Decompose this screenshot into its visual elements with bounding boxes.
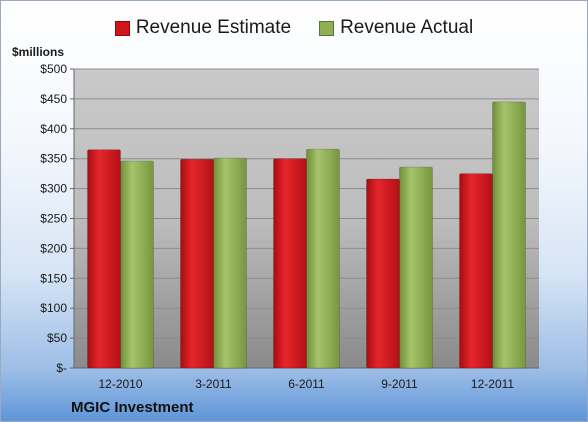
legend-item-actual: Revenue Actual <box>319 17 473 39</box>
x-tick-label: 12-2010 <box>98 377 142 391</box>
bar-estimate <box>180 158 214 369</box>
y-tick-label: $400 <box>40 122 67 136</box>
y-tick-label: $- <box>56 361 67 375</box>
legend-swatch-estimate <box>114 20 130 36</box>
y-tick-label: $300 <box>40 182 67 196</box>
bar-actual <box>213 157 247 369</box>
x-tick-label: 6-2011 <box>288 377 325 391</box>
y-tick-label: $150 <box>40 271 67 285</box>
bar-actual <box>306 148 340 369</box>
legend-label-actual: Revenue Actual <box>340 17 474 38</box>
y-tick-label: $50 <box>47 331 67 345</box>
y-axis-unit-label: $millions <box>12 45 65 59</box>
bar-actual <box>492 101 526 369</box>
legend-item-estimate: Revenue Estimate <box>114 17 292 39</box>
bar-actual <box>120 160 154 369</box>
legend-label-estimate: Revenue Estimate <box>135 17 292 38</box>
bar-estimate <box>87 149 121 369</box>
company-name: MGIC Investment <box>71 399 194 416</box>
y-tick-label: $100 <box>40 301 67 315</box>
y-tick-label: $250 <box>40 212 67 226</box>
y-tick-label: $200 <box>40 241 67 255</box>
x-tick-label: 3-2011 <box>195 377 232 391</box>
y-tick-label: $350 <box>40 152 67 166</box>
legend-swatch-actual <box>319 20 335 36</box>
bar-estimate <box>459 173 493 369</box>
legend: Revenue Estimate Revenue Actual <box>1 17 587 39</box>
x-tick-label: 9-2011 <box>381 377 418 391</box>
y-tick-label: $500 <box>40 62 67 76</box>
bar-actual <box>399 166 433 369</box>
y-tick-label: $450 <box>40 92 67 106</box>
bar-estimate <box>366 178 400 369</box>
x-tick-label: 12-2011 <box>471 377 514 391</box>
bar-estimate <box>273 158 307 369</box>
